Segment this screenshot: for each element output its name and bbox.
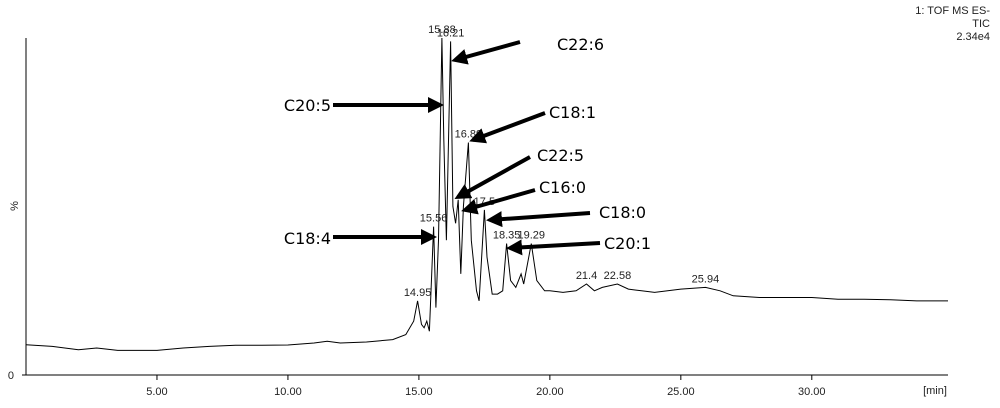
annotation-arrow: [461, 188, 536, 215]
x-tick-label: 10.00: [274, 386, 302, 398]
annotation-arrow: [486, 211, 591, 228]
annotation: C18:0: [599, 203, 646, 222]
annotation: C22:6: [557, 35, 604, 54]
x-tick-label: 20.00: [536, 386, 564, 398]
peak-label: 21.4: [576, 270, 597, 282]
annotation: C16:0: [539, 178, 586, 197]
x-tick-label: 15.00: [405, 386, 433, 398]
peak-label: 16.21: [437, 27, 465, 39]
peak-label: 22.58: [604, 270, 632, 282]
header-line: TIC: [972, 18, 990, 30]
peak-label: 15.88: [428, 24, 456, 36]
x-tick-label: 25.00: [667, 386, 695, 398]
x-axis-label: [min]: [923, 385, 947, 397]
peak-label: 15.56: [420, 213, 448, 225]
header-line: 1: TOF MS ES-: [915, 5, 990, 17]
peak-label: 18.35: [493, 230, 521, 242]
x-tick-label: 30.00: [798, 386, 826, 398]
x-tick-label: 5.00: [146, 386, 167, 398]
annotation: C18:4: [284, 229, 331, 248]
annotation: C20:5: [284, 96, 331, 115]
peak-label: 25.94: [692, 273, 720, 285]
trace: [25, 37, 948, 351]
annotation-arrow: [469, 111, 546, 144]
annotation-arrow: [506, 239, 601, 256]
annotation: C22:5: [537, 146, 584, 165]
y-tick-label: 0: [8, 370, 14, 382]
annotation-arrow: [451, 40, 521, 65]
annotation: C20:1: [604, 234, 651, 253]
peak-label: 14.95: [404, 287, 432, 299]
header-line: 2.34e4: [956, 31, 990, 43]
annotation-arrow: [454, 155, 531, 199]
annotation: C18:1: [549, 103, 596, 122]
peak-label: 19.29: [518, 230, 546, 242]
y-axis-label: %: [9, 201, 21, 211]
